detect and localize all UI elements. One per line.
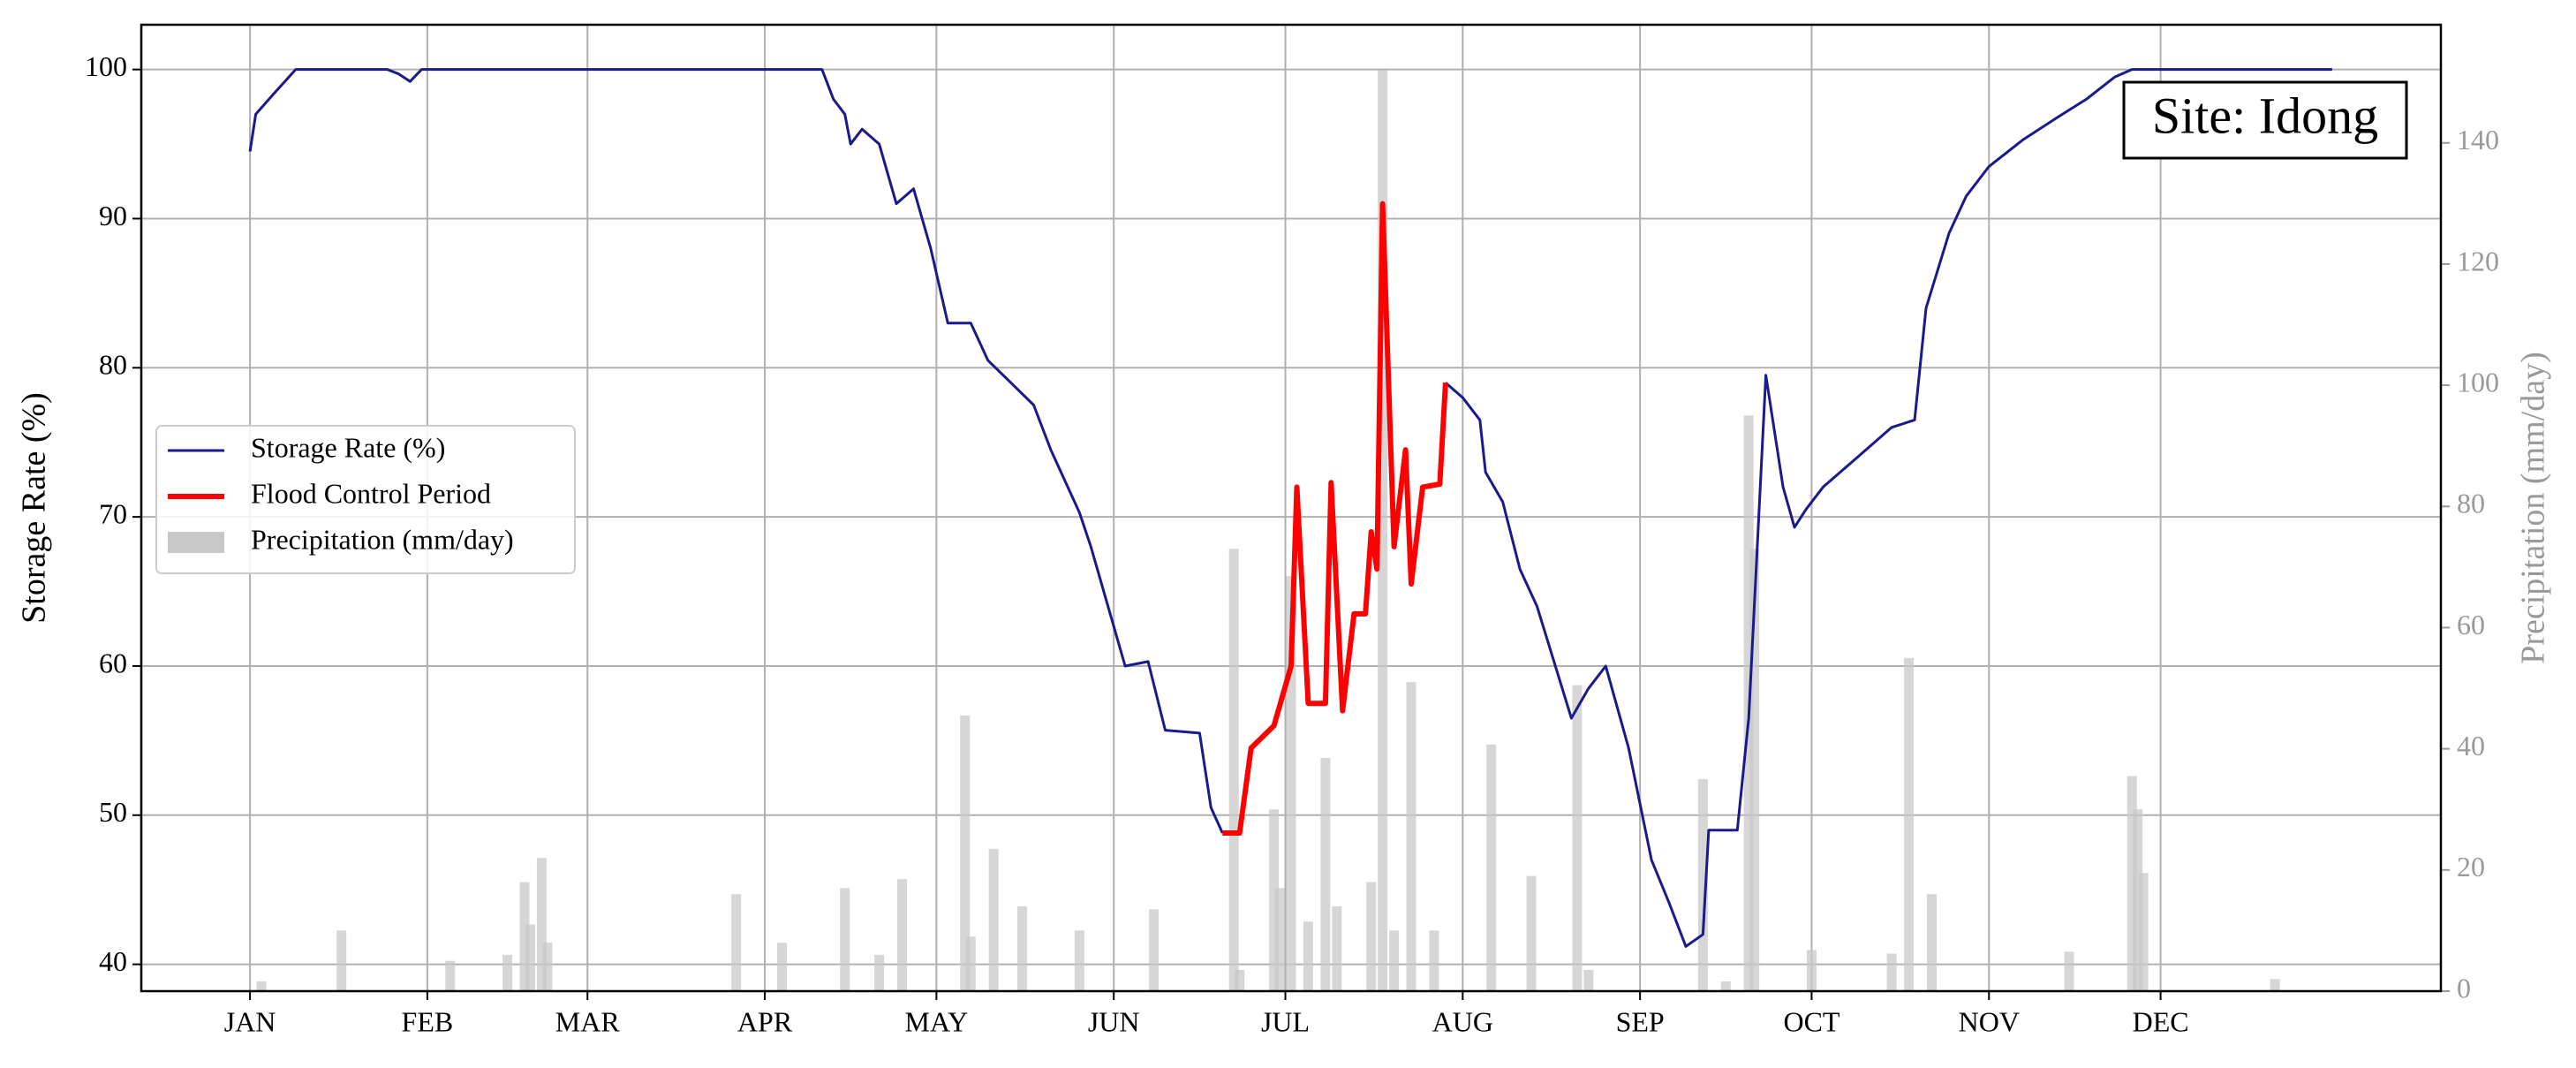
precip-bar [1526, 875, 1537, 991]
precip-bar [542, 943, 553, 991]
precip-bar [445, 960, 456, 991]
precip-bar [1886, 953, 1897, 991]
precip-bar [874, 954, 885, 991]
y2-tick-label: 60 [2457, 609, 2485, 640]
x-tick-label: FEB [402, 1005, 454, 1037]
precip-bar [1274, 888, 1285, 991]
precip-bar [1378, 70, 1388, 991]
precip-bar [1332, 905, 1342, 991]
precip-bar [776, 943, 787, 991]
precip-bar [256, 981, 267, 991]
precip-bar [1720, 981, 1731, 991]
precip-bar [525, 924, 535, 991]
precip-bar [2127, 776, 2137, 991]
precip-bar [1749, 549, 1760, 991]
y-tick-label: 60 [99, 647, 127, 678]
precip-bar [1572, 685, 1583, 991]
precip-bar [897, 879, 908, 991]
x-tick-label: OCT [1783, 1005, 1839, 1037]
precip-bar [1806, 950, 1817, 991]
x-tick-label: JUN [1088, 1005, 1140, 1037]
precip-bar [2133, 809, 2143, 991]
x-tick-label: MAY [905, 1005, 969, 1037]
y2-tick-label: 100 [2457, 366, 2499, 398]
x-tick-label: JUL [1261, 1005, 1310, 1037]
precip-bar [1074, 930, 1084, 991]
x-tick-label: SEP [1616, 1005, 1665, 1037]
annotation-box [2122, 80, 2408, 160]
x-tick-label: MAR [555, 1005, 621, 1037]
x-tick-label: NOV [1959, 1005, 2020, 1037]
y2-tick-label: 0 [2457, 972, 2471, 1004]
precip-bar [1017, 905, 1028, 991]
x-tick-label: JAN [224, 1005, 276, 1037]
y2-axis-label: Precipitation (mm/day) [2515, 352, 2552, 664]
legend-label: Precipitation (mm/day) [251, 523, 514, 555]
y2-tick-label: 120 [2457, 245, 2499, 276]
precip-bar [519, 882, 530, 991]
precip-bar [1697, 778, 1708, 991]
line-series [248, 68, 2332, 948]
precip-bar [502, 954, 513, 991]
y2-tick-label: 140 [2457, 124, 2499, 155]
legend-box [155, 425, 576, 574]
precip-bar [536, 858, 547, 991]
precip-bar [1269, 809, 1280, 991]
plot-frame [140, 23, 2443, 993]
legend: Storage Rate (%) Flood Control Period Prec… [155, 425, 576, 574]
precip-bar [2064, 951, 2074, 991]
precip-bar [1149, 909, 1160, 991]
annotation: Site: Idong [2152, 87, 2378, 144]
legend-label: Flood Control Period [251, 477, 491, 509]
line-series [1222, 201, 1448, 836]
y-axis-label: Storage Rate (%) [16, 392, 53, 624]
legend-label: Storage Rate (%) [251, 431, 445, 463]
precip-bar [1583, 969, 1594, 991]
precip-bar [1320, 757, 1331, 991]
x-tick-label: APR [737, 1005, 793, 1037]
precip-bar [1389, 930, 1400, 991]
precip-bar [731, 894, 742, 991]
precip-bar [840, 888, 850, 991]
precip-bar [1286, 576, 1296, 991]
precip-bar [1486, 744, 1497, 991]
precip-bar [1429, 930, 1439, 991]
y-tick-label: 90 [99, 200, 127, 231]
y2-tick-label: 80 [2457, 488, 2485, 519]
precip-bar [336, 930, 347, 991]
x-tick-label: AUG [1432, 1005, 1493, 1037]
precip-bar [1235, 969, 1245, 991]
y-tick-label: 70 [99, 497, 127, 529]
y-tick-label: 80 [99, 349, 127, 381]
precip-bar [1303, 921, 1313, 991]
precip-bar [1228, 549, 1239, 991]
y2-tick-label: 20 [2457, 851, 2485, 882]
x-tick-label: DEC [2133, 1005, 2189, 1037]
legend-swatch [168, 532, 224, 553]
precip-bar [965, 936, 976, 991]
precip-bar [1366, 882, 1377, 991]
precip-bar [1406, 682, 1416, 991]
precip-bar [2270, 979, 2280, 991]
y-tick-label: 100 [85, 50, 127, 82]
y-tick-label: 50 [99, 796, 127, 828]
precip-bar [1904, 657, 1915, 991]
precip-bar [960, 715, 971, 991]
precip-bar [2138, 873, 2149, 991]
y-tick-label: 40 [99, 945, 127, 977]
y2-tick-label: 40 [2457, 730, 2485, 761]
precip-bar [1926, 894, 1937, 991]
precip-bar [988, 848, 999, 991]
